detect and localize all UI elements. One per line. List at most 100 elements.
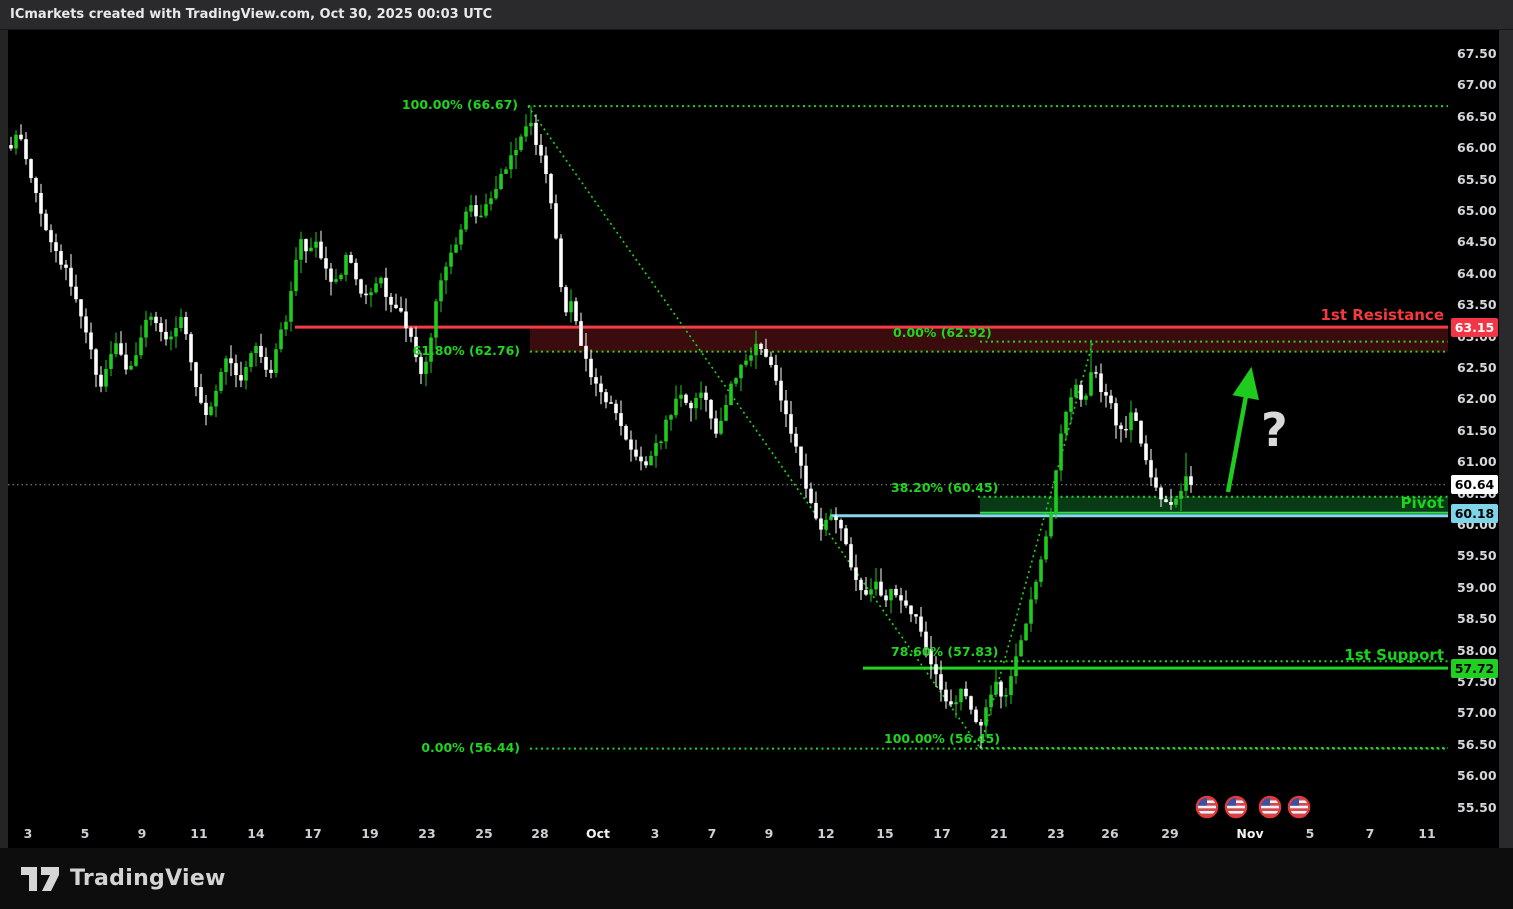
candle-body xyxy=(284,321,288,330)
candle-body xyxy=(939,674,943,690)
pivot-zone[interactable] xyxy=(980,496,1448,514)
candle-body xyxy=(729,383,733,405)
fib-level-label[interactable]: 100.00% (56.45) xyxy=(884,730,1001,746)
candle-body xyxy=(844,528,848,545)
candle-body xyxy=(344,254,348,275)
time-tick-label: 3 xyxy=(23,826,33,841)
candle-body xyxy=(699,392,703,398)
candle-body xyxy=(869,589,873,595)
candle-body xyxy=(714,418,718,434)
us-flag-icon[interactable] xyxy=(1224,795,1248,819)
tradingview-logo-text[interactable]: TradingView xyxy=(70,866,226,891)
candle-body xyxy=(399,308,403,312)
candle-body xyxy=(944,689,948,702)
price-tick-label: 57.50 xyxy=(1457,674,1497,689)
candle-body xyxy=(694,397,698,409)
time-tick-label: 5 xyxy=(1305,826,1315,841)
resistance-label[interactable]: 1st Resistance xyxy=(1320,306,1444,325)
fib-level-label[interactable]: 0.00% (56.44) xyxy=(421,739,520,755)
candle-body xyxy=(724,404,728,421)
price-tick-label: 55.50 xyxy=(1457,799,1497,815)
time-tick-label: 25 xyxy=(475,826,493,841)
candle-body xyxy=(394,304,398,309)
us-flag-icon[interactable] xyxy=(1287,795,1311,819)
candle-body xyxy=(1164,499,1168,503)
up-arrow-annotation[interactable] xyxy=(1225,366,1259,493)
price-tick-label: 58.00 xyxy=(1457,642,1497,658)
candle-body xyxy=(1034,581,1038,600)
fib-level-label[interactable]: 38.20% (60.45) xyxy=(891,479,999,495)
candle-body xyxy=(959,688,963,703)
price-tick-label: 66.00 xyxy=(1457,140,1497,156)
candle-body xyxy=(29,159,33,179)
pivot-label[interactable]: Pivot xyxy=(1400,493,1444,512)
tradingview-logo-icon[interactable] xyxy=(20,865,60,893)
candle-body xyxy=(199,387,203,403)
candle-body xyxy=(899,595,903,601)
support-label[interactable]: 1st Support xyxy=(1344,646,1444,665)
candle-body xyxy=(849,544,853,568)
candle-body xyxy=(294,259,298,292)
candle-body xyxy=(1109,395,1113,404)
candle-body xyxy=(809,488,813,503)
price-tag: 60.64 xyxy=(1451,475,1498,495)
candle-body xyxy=(154,316,158,324)
candles[interactable] xyxy=(9,106,1193,748)
candle-body xyxy=(969,696,973,710)
candle-body xyxy=(1039,559,1043,582)
us-flag-icon[interactable] xyxy=(1258,795,1282,819)
candle-body xyxy=(1114,403,1118,426)
fib-level-label[interactable]: 100.00% (66.67) xyxy=(401,97,518,113)
candle-body xyxy=(99,374,103,387)
candle-body xyxy=(989,694,993,708)
candle-body xyxy=(964,688,968,697)
candle-body xyxy=(504,169,508,174)
candle-body xyxy=(859,579,863,591)
candle-body xyxy=(19,134,23,140)
candle-body xyxy=(369,292,373,296)
candle-body xyxy=(324,258,328,269)
candle-body xyxy=(1179,490,1183,499)
question-mark-annotation[interactable]: ? xyxy=(1261,403,1288,457)
candle-body xyxy=(564,287,568,313)
fib-level-label[interactable]: 78.60% (57.83) xyxy=(891,644,999,660)
candle-body xyxy=(549,174,553,204)
candle-body xyxy=(794,433,798,447)
candle-body xyxy=(879,581,883,596)
time-tick-label: 12 xyxy=(817,826,835,841)
candle-body xyxy=(1149,460,1153,478)
candle-body xyxy=(994,681,998,695)
candle-body xyxy=(264,356,268,370)
candle-body xyxy=(484,204,488,216)
candle-body xyxy=(569,301,573,313)
candle-body xyxy=(799,446,803,466)
candle-body xyxy=(999,681,1003,697)
candle-body xyxy=(79,299,83,317)
candlestick-chart[interactable] xyxy=(0,30,1513,820)
candle-body xyxy=(389,296,393,305)
candle-body xyxy=(904,600,908,606)
fib-level-label[interactable]: 61.80% (62.76) xyxy=(412,342,520,358)
right-gutter xyxy=(1499,30,1513,848)
candle-body xyxy=(744,360,748,365)
candle-body xyxy=(404,311,408,329)
candle-body xyxy=(1029,599,1033,624)
candle-body xyxy=(764,349,768,357)
candle-body xyxy=(649,455,653,466)
candle-body xyxy=(1099,373,1103,393)
candle-body xyxy=(109,354,113,369)
header-bar: ICmarkets created with TradingView.com, … xyxy=(0,0,1513,30)
candle-body xyxy=(1139,420,1143,444)
candle-body xyxy=(1104,392,1108,396)
candle-body xyxy=(1074,384,1078,398)
fib-level-label[interactable]: 0.00% (62.92) xyxy=(893,324,992,340)
price-tick-label: 62.00 xyxy=(1457,391,1497,407)
fib-diagonal-line[interactable] xyxy=(979,341,1094,749)
candle-body xyxy=(439,280,443,302)
candle-body xyxy=(1169,502,1173,505)
us-flag-icon[interactable] xyxy=(1195,795,1219,819)
candle-body xyxy=(634,449,638,457)
candle-body xyxy=(424,361,428,374)
candle-body xyxy=(189,334,193,363)
resistance-zone[interactable] xyxy=(530,327,1448,352)
